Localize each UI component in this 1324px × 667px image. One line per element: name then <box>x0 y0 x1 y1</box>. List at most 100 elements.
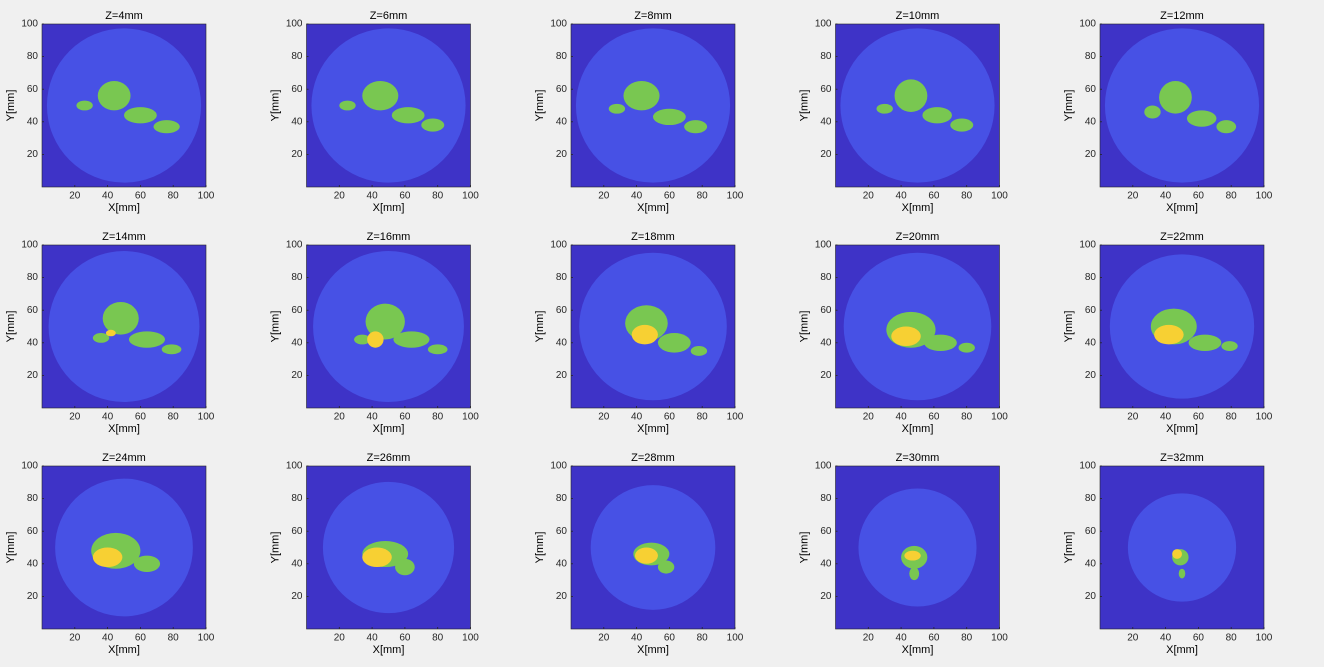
region <box>105 329 116 337</box>
x-tick-label: 60 <box>399 633 411 644</box>
region <box>76 100 93 111</box>
x-tick-label: 40 <box>102 191 114 202</box>
x-tick-label: 20 <box>69 412 81 423</box>
region <box>391 107 425 124</box>
y-tick-label: 60 <box>820 305 832 316</box>
axes <box>306 24 471 187</box>
axes <box>42 245 206 408</box>
y-axis-label: Y[mm] <box>269 311 281 343</box>
y-tick-label: 40 <box>1085 558 1097 569</box>
x-tick-label: 100 <box>1256 633 1273 644</box>
region <box>1178 568 1186 579</box>
y-axis-label: Y[mm] <box>1063 532 1075 564</box>
x-axis-label: X[mm] <box>902 644 934 656</box>
y-tick-label: 100 <box>815 19 832 30</box>
x-tick-label: 20 <box>598 633 610 644</box>
x-tick-label: 100 <box>727 412 744 423</box>
chart-title: Z=32mm <box>1160 452 1204 464</box>
chart-title: Z=4mm <box>105 10 143 22</box>
region <box>657 560 675 574</box>
x-tick-label: 20 <box>1127 412 1139 423</box>
x-tick-label: 60 <box>1193 191 1205 202</box>
x-tick-label: 100 <box>462 633 479 644</box>
y-tick-label: 40 <box>27 337 39 348</box>
chart-title: Z=22mm <box>1160 231 1204 243</box>
y-tick-label: 80 <box>291 272 303 283</box>
x-axis-label: X[mm] <box>108 423 140 435</box>
x-tick-label: 40 <box>631 191 643 202</box>
region <box>153 120 180 134</box>
x-tick-label: 20 <box>334 412 346 423</box>
y-tick-label: 80 <box>556 493 568 504</box>
region <box>354 334 371 345</box>
x-axis-label: X[mm] <box>373 644 405 656</box>
x-tick-label: 100 <box>1256 191 1273 202</box>
y-tick-label: 80 <box>1085 272 1097 283</box>
region <box>657 333 691 353</box>
y-axis-label: Y[mm] <box>5 532 17 564</box>
x-tick-label: 100 <box>198 191 215 202</box>
x-tick-label: 20 <box>863 633 875 644</box>
x-axis-label: X[mm] <box>1166 423 1198 435</box>
x-tick-label: 80 <box>432 412 444 423</box>
axes <box>571 245 735 408</box>
region <box>634 547 658 564</box>
region <box>909 567 920 581</box>
x-tick-label: 20 <box>863 191 875 202</box>
y-tick-label: 20 <box>1085 149 1097 160</box>
x-tick-label: 100 <box>462 412 479 423</box>
region <box>365 303 405 340</box>
y-tick-label: 40 <box>27 558 39 569</box>
x-tick-label: 40 <box>896 191 908 202</box>
y-tick-label: 40 <box>291 116 303 127</box>
y-tick-label: 40 <box>556 558 568 569</box>
chart-title: Z=8mm <box>634 10 672 22</box>
axes-box <box>1099 465 1265 630</box>
chart-title: Z=26mm <box>367 452 411 464</box>
x-tick-label: 20 <box>598 412 610 423</box>
axes-box <box>41 244 207 409</box>
x-tick-label: 40 <box>631 633 643 644</box>
axes-box <box>570 23 736 188</box>
y-tick-label: 60 <box>27 305 39 316</box>
x-tick-label: 80 <box>168 412 180 423</box>
axes <box>835 466 1000 629</box>
y-tick-label: 40 <box>556 337 568 348</box>
x-tick-label: 100 <box>991 633 1008 644</box>
x-axis-label: X[mm] <box>637 423 669 435</box>
region <box>684 120 708 134</box>
y-tick-label: 60 <box>556 84 568 95</box>
y-tick-label: 100 <box>815 240 832 251</box>
y-tick-label: 100 <box>550 461 567 472</box>
x-tick-label: 60 <box>135 412 147 423</box>
y-axis-label: Y[mm] <box>269 532 281 564</box>
y-tick-label: 100 <box>286 461 303 472</box>
y-tick-label: 80 <box>556 272 568 283</box>
chart-title: Z=18mm <box>631 231 675 243</box>
y-tick-label: 80 <box>820 493 832 504</box>
x-tick-label: 100 <box>991 191 1008 202</box>
y-tick-label: 60 <box>291 305 303 316</box>
chart-title: Z=6mm <box>370 10 408 22</box>
x-tick-label: 20 <box>1127 633 1139 644</box>
region <box>1154 324 1184 345</box>
region <box>102 302 139 335</box>
y-tick-label: 80 <box>556 51 568 62</box>
y-tick-label: 60 <box>820 526 832 537</box>
y-tick-label: 60 <box>27 526 39 537</box>
region <box>421 118 445 132</box>
x-tick-label: 40 <box>367 633 379 644</box>
axes-box <box>1099 244 1265 409</box>
y-tick-label: 20 <box>556 149 568 160</box>
y-tick-label: 100 <box>21 461 38 472</box>
x-axis-label: X[mm] <box>1166 202 1198 214</box>
region <box>653 108 686 126</box>
axes-box <box>835 465 1000 630</box>
x-tick-label: 60 <box>399 191 411 202</box>
region <box>427 344 448 355</box>
region <box>904 550 921 561</box>
axes <box>835 245 1000 408</box>
axes-box <box>41 23 207 188</box>
x-axis-label: X[mm] <box>373 202 405 214</box>
